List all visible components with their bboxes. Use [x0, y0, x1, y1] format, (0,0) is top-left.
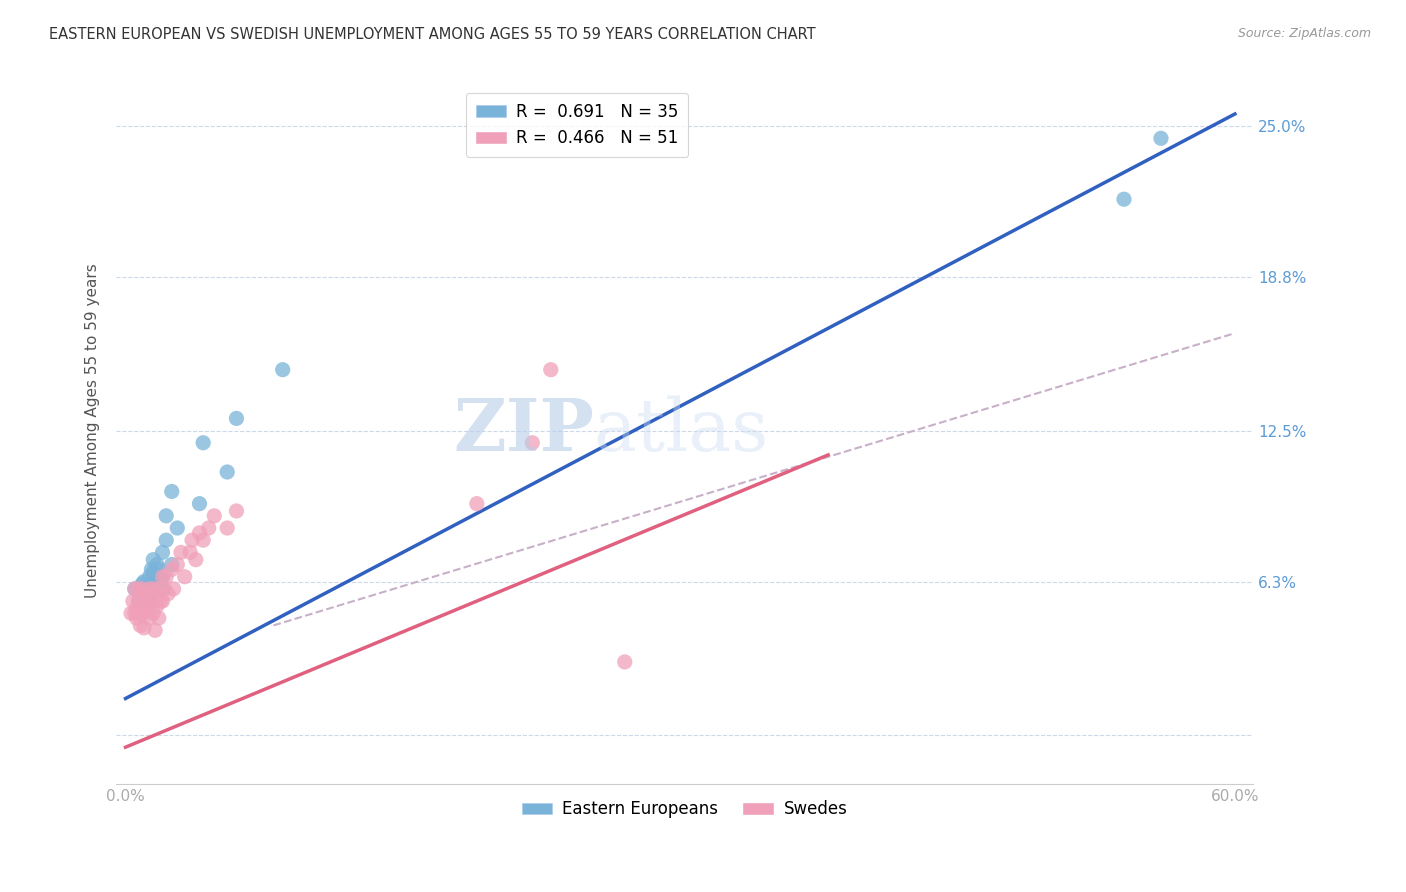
Point — [138, 582, 160, 596]
Point — [142, 582, 165, 596]
Point — [152, 570, 174, 584]
Text: atlas: atlas — [593, 395, 769, 466]
Point — [613, 655, 636, 669]
Point — [153, 582, 176, 596]
Point — [129, 587, 152, 601]
Point — [127, 582, 149, 596]
Point — [143, 574, 166, 589]
Point — [142, 606, 165, 620]
Point — [120, 606, 142, 620]
Point — [202, 508, 225, 523]
Point — [271, 362, 294, 376]
Point — [132, 606, 155, 620]
Point — [127, 594, 149, 608]
Point — [155, 533, 177, 548]
Point — [135, 587, 157, 601]
Point — [160, 558, 183, 572]
Point — [179, 545, 201, 559]
Point — [1112, 192, 1135, 206]
Point — [131, 577, 153, 591]
Point — [142, 582, 165, 596]
Point — [162, 582, 184, 596]
Point — [131, 582, 153, 596]
Point — [522, 435, 544, 450]
Point — [124, 606, 146, 620]
Point — [125, 611, 148, 625]
Point — [225, 504, 247, 518]
Text: EASTERN EUROPEAN VS SWEDISH UNEMPLOYMENT AMONG AGES 55 TO 59 YEARS CORRELATION C: EASTERN EUROPEAN VS SWEDISH UNEMPLOYMENT… — [49, 27, 815, 42]
Point — [132, 621, 155, 635]
Point — [141, 594, 163, 608]
Point — [148, 562, 170, 576]
Point — [155, 570, 177, 584]
Point — [138, 594, 160, 608]
Point — [197, 521, 219, 535]
Point — [143, 594, 166, 608]
Point — [217, 521, 239, 535]
Point — [127, 594, 149, 608]
Point — [143, 624, 166, 638]
Point — [173, 570, 195, 584]
Point — [188, 497, 211, 511]
Point — [132, 587, 155, 601]
Point — [129, 618, 152, 632]
Point — [540, 362, 562, 376]
Point — [225, 411, 247, 425]
Point — [148, 611, 170, 625]
Point — [125, 601, 148, 615]
Point — [149, 570, 172, 584]
Point — [146, 599, 169, 613]
Y-axis label: Unemployment Among Ages 55 to 59 years: Unemployment Among Ages 55 to 59 years — [86, 263, 100, 598]
Point — [124, 582, 146, 596]
Point — [152, 545, 174, 559]
Point — [131, 599, 153, 613]
Point — [129, 606, 152, 620]
Point — [152, 594, 174, 608]
Point — [160, 484, 183, 499]
Point — [152, 582, 174, 596]
Point — [138, 570, 160, 584]
Point — [170, 545, 193, 559]
Point — [135, 582, 157, 596]
Point — [142, 565, 165, 579]
Point — [142, 552, 165, 566]
Point — [157, 587, 180, 601]
Point — [149, 594, 172, 608]
Point — [166, 521, 188, 535]
Point — [122, 594, 145, 608]
Point — [136, 601, 159, 615]
Text: ZIP: ZIP — [453, 395, 593, 467]
Point — [193, 435, 215, 450]
Point — [141, 577, 163, 591]
Point — [138, 611, 160, 625]
Point — [132, 594, 155, 608]
Text: Source: ZipAtlas.com: Source: ZipAtlas.com — [1237, 27, 1371, 40]
Point — [136, 589, 159, 603]
Point — [124, 582, 146, 596]
Point — [155, 508, 177, 523]
Point — [193, 533, 215, 548]
Point — [217, 465, 239, 479]
Point — [1150, 131, 1173, 145]
Point — [146, 558, 169, 572]
Point — [184, 552, 207, 566]
Point — [181, 533, 204, 548]
Point — [160, 562, 183, 576]
Point — [148, 577, 170, 591]
Point — [152, 570, 174, 584]
Point — [166, 558, 188, 572]
Point — [141, 562, 163, 576]
Point — [188, 525, 211, 540]
Point — [132, 574, 155, 589]
Point — [465, 497, 488, 511]
Legend: Eastern Europeans, Swedes: Eastern Europeans, Swedes — [516, 794, 853, 825]
Point — [148, 582, 170, 596]
